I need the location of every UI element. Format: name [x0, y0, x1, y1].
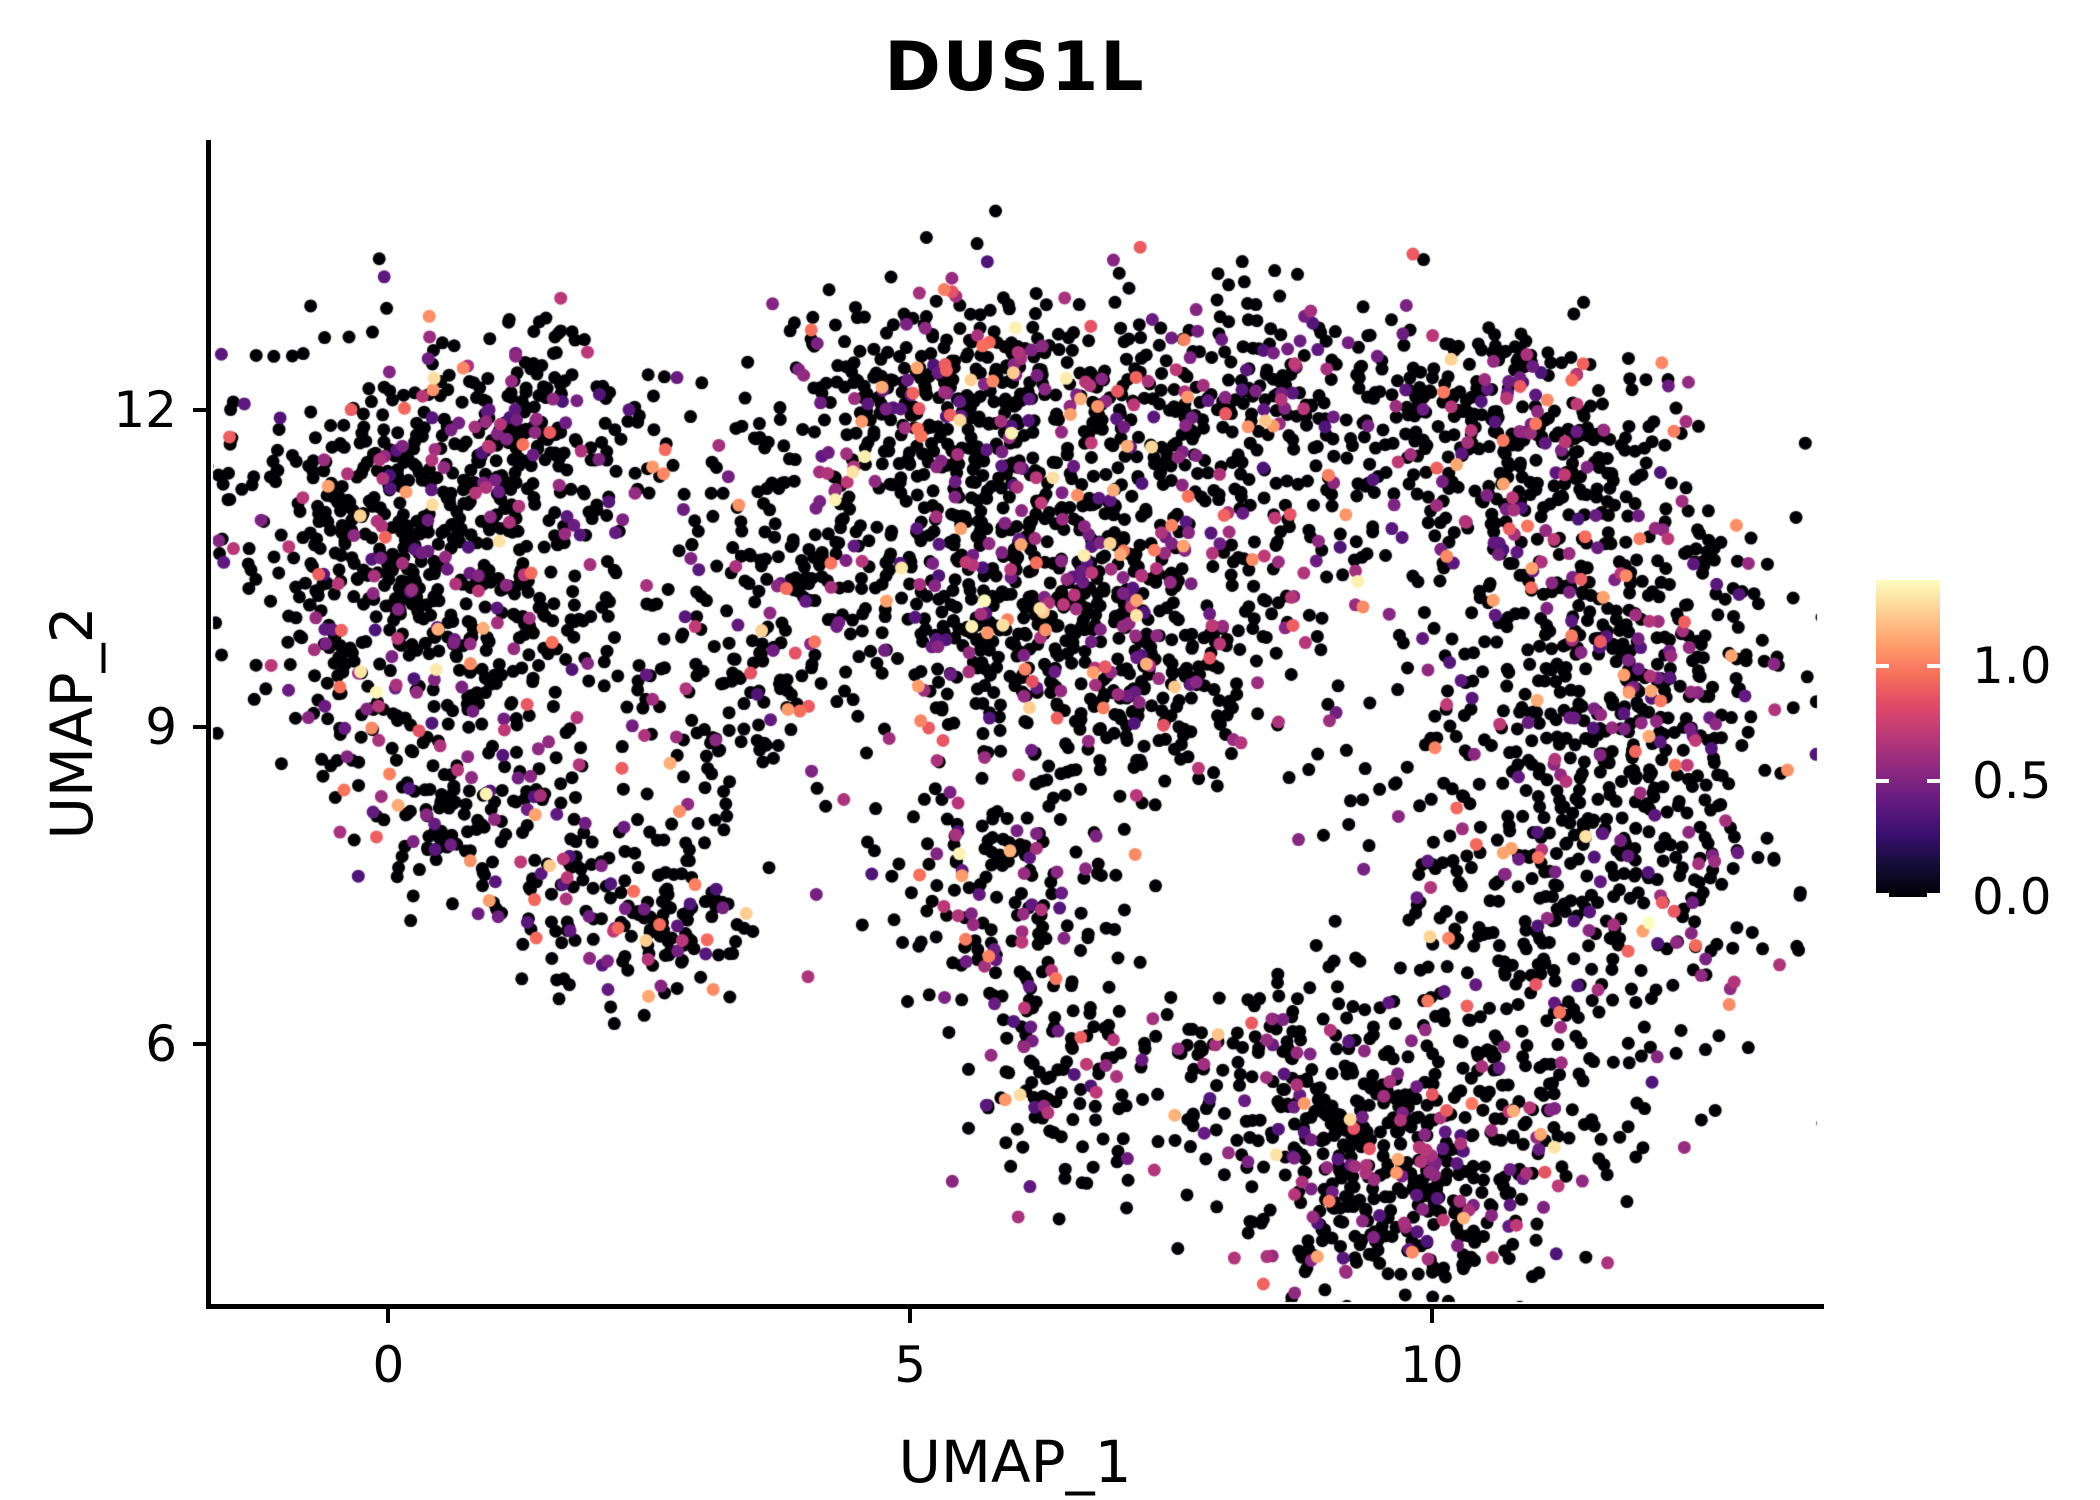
colorbar-tick-label: 1.0 — [1972, 636, 2052, 695]
y-axis-line — [206, 140, 211, 1309]
colorbar-tick-mark — [1876, 779, 1889, 784]
colorbar-tick-mark — [1876, 663, 1889, 668]
colorbar-tick-mark — [1927, 663, 1940, 668]
colorbar-gradient — [1876, 580, 1940, 897]
y-tick-mark — [193, 725, 207, 730]
x-tick-mark — [386, 1309, 391, 1323]
colorbar-tick-label: 0.5 — [1972, 752, 2052, 811]
chart-title: DUS1L — [884, 28, 1146, 107]
x-tick-mark — [908, 1309, 913, 1323]
x-tick-label: 10 — [1400, 1336, 1464, 1394]
x-axis-title: UMAP_1 — [898, 1428, 1132, 1496]
colorbar-tick-mark — [1876, 893, 1889, 897]
colorbar-tick-mark — [1927, 893, 1940, 897]
y-tick-label: 9 — [145, 698, 177, 757]
y-tick-label: 12 — [113, 381, 177, 440]
y-tick-label: 6 — [145, 1015, 177, 1074]
colorbar-tick-mark — [1927, 779, 1940, 784]
x-axis-line — [206, 1304, 1824, 1309]
x-tick-mark — [1429, 1309, 1434, 1323]
x-tick-label: 5 — [894, 1336, 927, 1394]
y-tick-mark — [193, 408, 207, 413]
x-tick-label: 0 — [372, 1336, 405, 1394]
y-tick-mark — [193, 1042, 207, 1047]
colorbar-tick-label: 0.0 — [1972, 868, 2052, 926]
